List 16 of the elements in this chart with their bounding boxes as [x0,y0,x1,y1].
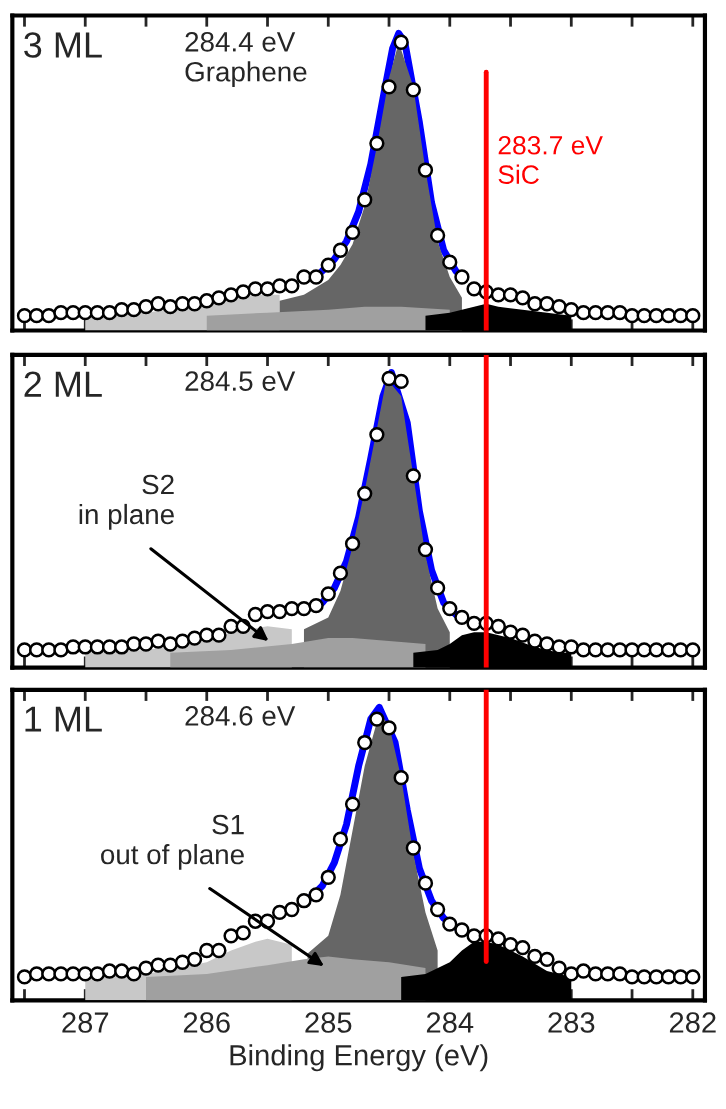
x-tick-label: 285 [305,1012,352,1033]
x-tick-label: 284 [426,1012,474,1033]
annotation: 284.6 eV [185,706,296,726]
x-tick-label: 286 [183,1012,230,1033]
annotation: 284.5 eV [185,371,296,391]
annotation: 3 ML [24,32,102,58]
x-tick-label: 283 [548,1012,595,1033]
annotation: 2 ML [24,371,102,397]
x-tick-label: 282 [669,1012,716,1033]
annotation: 284.4 eV Graphene [185,32,307,88]
annotation: S2 in plane [79,474,174,530]
annotation: S1 out of plane [101,814,244,870]
ref-line-label: 283.7 eV SiC [498,135,603,184]
x-tick-label: 287 [62,1012,109,1033]
x-axis-title: Binding Energy (eV) [230,1044,488,1072]
annotation: 1 ML [25,706,102,732]
